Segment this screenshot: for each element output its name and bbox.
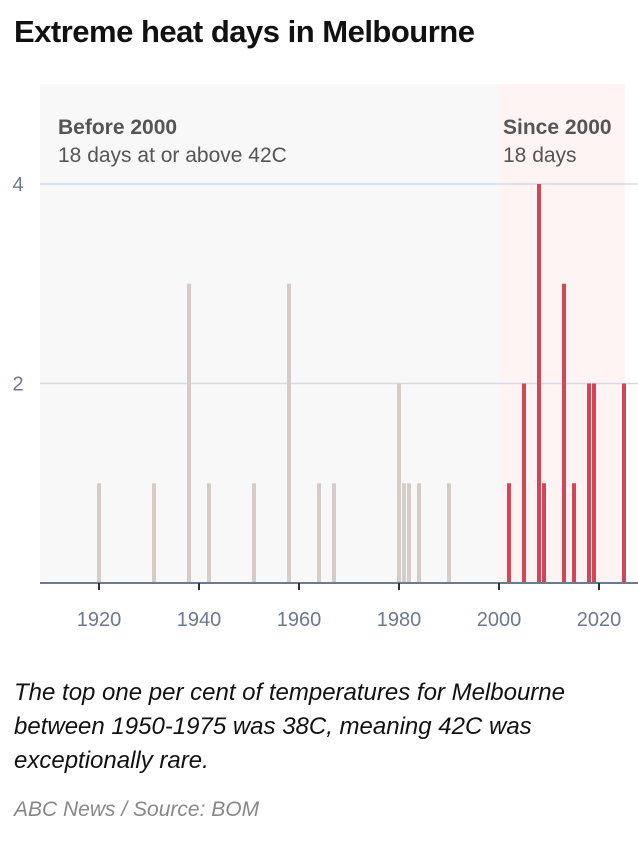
bar	[317, 483, 321, 583]
y-tick-label: 2	[12, 374, 23, 396]
bar	[97, 483, 101, 583]
bar	[562, 283, 566, 583]
bar	[447, 483, 451, 583]
region-0	[40, 84, 499, 583]
bar	[507, 483, 511, 583]
bar	[522, 383, 526, 583]
source: ABC News / Source: BOM	[14, 798, 260, 821]
bar	[207, 483, 211, 583]
x-tick-label: 1980	[377, 609, 422, 631]
bar	[587, 383, 591, 583]
annotation-subtitle: 18 days	[503, 144, 577, 167]
bar	[592, 383, 596, 583]
bar	[622, 383, 626, 583]
annotation-title: Before 2000	[58, 116, 177, 139]
bar	[572, 483, 576, 583]
bar	[402, 483, 406, 583]
x-tick-label: 2000	[477, 609, 522, 631]
chart: 2 4 1920 1940 1960 1980 2000 2020 Before 2000 18 …	[12, 84, 638, 631]
x-tick-label: 2020	[577, 609, 622, 631]
annotation-subtitle: 18 days at or above 42C	[58, 144, 287, 167]
bar	[152, 483, 156, 583]
x-tick-label: 1940	[177, 609, 222, 631]
x-tick-label: 1920	[77, 609, 122, 631]
chart-title: Extreme heat days in Melbourne	[14, 14, 475, 49]
y-tick-label: 4	[12, 174, 23, 196]
bar	[537, 184, 541, 583]
chart-note: The top one per cent of temperatures for…	[14, 679, 565, 774]
bar	[417, 483, 421, 583]
bar	[397, 383, 401, 583]
annotation-title: Since 2000	[503, 116, 612, 139]
bar	[407, 483, 411, 583]
bar	[287, 283, 291, 583]
x-tick-label: 1960	[277, 609, 322, 631]
bar	[187, 283, 191, 583]
bar	[542, 483, 546, 583]
bar	[332, 483, 336, 583]
bar	[252, 483, 256, 583]
